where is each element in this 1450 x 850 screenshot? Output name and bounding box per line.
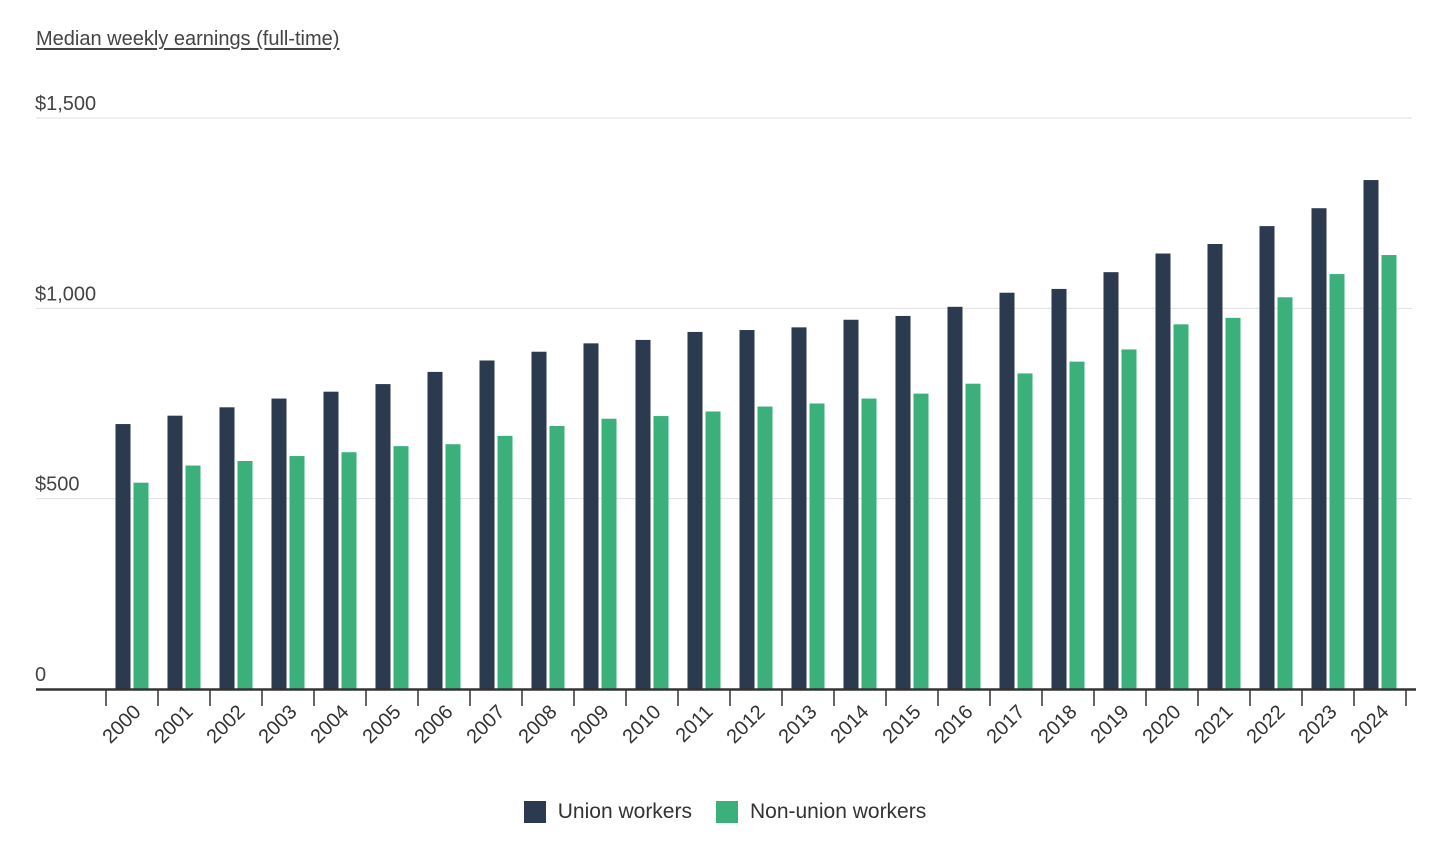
bar-non-union-2020 [1173,324,1189,689]
bar-union-2005 [375,384,391,689]
x-tick-label-2018: 2018 [1035,701,1082,748]
bar-non-union-2019 [1121,349,1137,689]
y-tick-label-0: 0 [35,664,46,686]
bar-union-2021 [1207,244,1223,689]
bar-union-2007 [479,360,495,689]
x-tick-label-2024: 2024 [1347,701,1394,748]
x-tick-label-2003: 2003 [255,701,302,748]
bar-non-union-2007 [497,435,513,689]
bar-union-2010 [635,339,651,689]
x-tick-label-2023: 2023 [1295,701,1342,748]
bar-union-2004 [323,391,339,689]
x-tick-label-2019: 2019 [1087,701,1134,748]
bar-non-union-2014 [861,398,877,689]
bar-union-2018 [1051,288,1067,689]
bar-non-union-2002 [237,460,253,689]
bar-union-2023 [1311,208,1327,689]
y-axis-title: Median weekly earnings (full-time) [36,28,340,50]
bar-union-2000 [115,424,131,689]
bar-union-2017 [999,292,1015,689]
bar-union-2024 [1363,180,1379,690]
bar-union-2001 [167,415,183,689]
bar-union-2015 [895,315,911,689]
bar-union-2011 [687,331,703,689]
bar-non-union-2017 [1017,373,1033,689]
bar-union-2022 [1259,226,1275,690]
y-tick-label-1000: $1,000 [35,283,96,305]
bar-union-2020 [1155,253,1171,689]
bar-non-union-2006 [445,444,461,689]
x-tick-label-2020: 2020 [1139,701,1186,748]
legend-swatch-union [523,801,546,823]
x-tick-label-2022: 2022 [1243,701,1290,748]
bar-union-2016 [947,306,963,689]
legend-label-non-union: Non-union workers [749,800,927,823]
bar-union-2019 [1103,272,1119,689]
bar-non-union-2021 [1225,317,1241,689]
bar-non-union-2001 [185,465,201,689]
bar-union-2006 [427,371,443,689]
bar-non-union-2016 [965,383,981,689]
legend-label-union: Union workers [557,800,692,823]
x-tick-label-2006: 2006 [411,701,458,748]
bar-non-union-2022 [1277,297,1293,689]
x-tick-label-2004: 2004 [307,701,354,748]
x-tick-label-2001: 2001 [151,701,198,748]
x-tick-label-2021: 2021 [1191,701,1238,748]
x-tick-label-2010: 2010 [619,701,666,748]
legend-item-non-union: Non-union workers [715,800,927,824]
bar-non-union-2009 [601,418,617,689]
bar-union-2003 [271,398,287,689]
bar-union-2013 [791,327,807,689]
bar-union-2012 [739,330,755,689]
x-tick-label-2017: 2017 [983,701,1030,748]
bar-non-union-2023 [1329,274,1345,689]
legend: Union workers Non-union workers [0,800,1450,824]
x-tick-label-2011: 2011 [672,701,718,747]
bar-union-2009 [583,343,599,689]
bar-non-union-2010 [653,416,669,689]
bar-non-union-2013 [809,403,825,689]
bar-non-union-2015 [913,393,929,689]
bar-non-union-2004 [341,452,357,689]
x-tick-label-2016: 2016 [931,701,978,748]
x-tick-label-2014: 2014 [827,701,874,748]
bar-union-2008 [531,351,547,689]
bar-non-union-2018 [1069,361,1085,689]
legend-item-union: Union workers [523,800,692,824]
x-tick-label-2013: 2013 [775,701,822,748]
x-tick-label-2002: 2002 [203,701,250,748]
legend-swatch-non-union [715,801,738,823]
x-tick-label-2009: 2009 [567,701,614,748]
bar-non-union-2012 [757,406,773,689]
x-tick-label-2008: 2008 [515,701,562,748]
bar-non-union-2003 [289,456,305,689]
bar-non-union-2000 [133,482,149,689]
y-tick-label-1500: $1,500 [35,93,96,115]
bar-non-union-2008 [549,425,565,689]
x-tick-label-2015: 2015 [879,701,926,748]
bar-union-2014 [843,319,859,689]
bar-non-union-2024 [1381,255,1397,690]
x-tick-label-2012: 2012 [723,701,770,748]
bar-union-2002 [219,407,235,689]
x-tick-label-2005: 2005 [359,701,406,748]
y-tick-label-500: $500 [35,474,80,496]
bar-non-union-2011 [705,411,721,689]
x-tick-label-2007: 2007 [463,701,510,748]
x-tick-label-2000: 2000 [99,701,146,748]
bar-non-union-2005 [393,446,409,689]
